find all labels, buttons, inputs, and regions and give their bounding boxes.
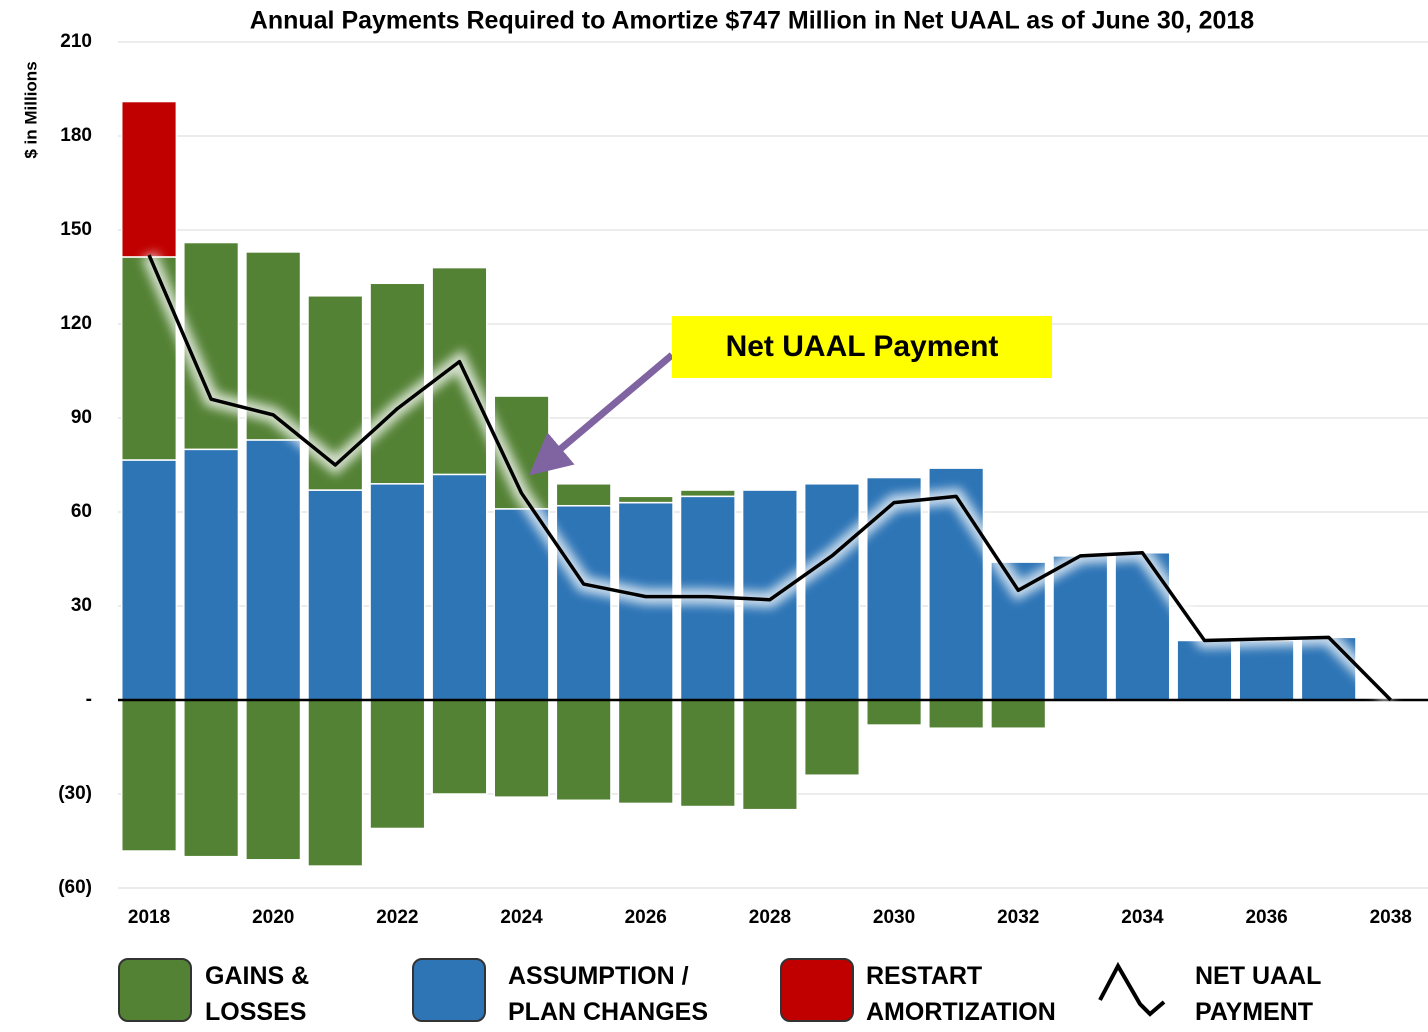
x-tick-label: 2022 — [376, 907, 418, 928]
bar-segment — [741, 699, 798, 811]
bar-segment — [307, 699, 364, 867]
x-tick-label: 2036 — [1245, 907, 1287, 928]
x-tick-label: 2030 — [873, 907, 915, 928]
x-tick-label: 2018 — [128, 907, 170, 928]
y-tick-label: 150 — [60, 219, 92, 240]
legend-label: GAINS & LOSSES — [205, 962, 310, 1026]
y-tick-label: - — [86, 689, 92, 710]
x-tick-label: 2020 — [252, 907, 294, 928]
y-tick-label: 90 — [71, 407, 92, 428]
legend-swatch — [780, 958, 854, 1022]
bar-segment — [369, 282, 426, 485]
annotation-arrow — [528, 352, 675, 476]
bar-segment — [617, 495, 674, 504]
legend-label: NET UAAL PAYMENT — [1195, 962, 1321, 1026]
bar-segment — [1052, 555, 1109, 701]
bar-segment — [617, 699, 674, 805]
bar-segment — [865, 699, 923, 726]
bar-segment — [555, 699, 612, 802]
x-tick-label: 2024 — [500, 907, 543, 928]
net-line — [147, 254, 1392, 702]
chart: Annual Payments Required to Amortize $74… — [21, 7, 1428, 928]
bar-segment — [245, 699, 302, 861]
bar-segment — [245, 439, 302, 701]
bar-segment — [928, 699, 985, 729]
bar-segment — [679, 489, 736, 498]
y-tick-label: 60 — [71, 501, 92, 522]
bar-segment — [369, 483, 426, 701]
bar-segment — [1176, 639, 1233, 701]
legend-swatch — [412, 958, 486, 1022]
bar-segment — [803, 483, 861, 701]
bar-segment — [307, 489, 364, 701]
bar-segment — [493, 508, 550, 701]
x-tick-label: 2026 — [625, 907, 667, 928]
bar-segment — [990, 699, 1047, 729]
x-tick-label: 2028 — [749, 907, 791, 928]
legend-label: ASSUMPTION / PLAN CHANGES — [508, 962, 709, 1026]
bar-segment — [555, 483, 612, 507]
y-tick-label: 120 — [60, 313, 92, 334]
bar-segment — [431, 699, 488, 795]
legend-line — [1098, 961, 1166, 1017]
x-tick-label: 2034 — [1121, 907, 1164, 928]
y-tick-label: 210 — [60, 31, 92, 52]
y-axis-label: $ in Millions — [21, 61, 40, 158]
bar-segment — [120, 459, 178, 701]
legend-line-icon — [1098, 961, 1166, 1017]
bar-segment — [120, 100, 178, 258]
bar-segment — [803, 699, 861, 776]
legend-swatch — [118, 958, 192, 1022]
y-tick-label: 30 — [71, 595, 92, 616]
bar-segment — [1238, 639, 1295, 701]
bar-segment — [493, 699, 550, 798]
x-tick-label: 2032 — [997, 907, 1039, 928]
bar-segment — [183, 699, 240, 858]
bar-segment — [183, 448, 240, 701]
chart-title: Annual Payments Required to Amortize $74… — [250, 7, 1255, 35]
y-tick-label: (60) — [58, 877, 92, 898]
bar-segment — [679, 699, 736, 808]
y-tick-label: 180 — [60, 125, 92, 146]
legend-label: RESTART AMORTIZATION — [866, 962, 1056, 1026]
y-tick-label: (30) — [58, 783, 92, 804]
bar-segment — [369, 699, 426, 830]
x-tick-label: 2038 — [1370, 907, 1412, 928]
annotation-box — [672, 316, 1052, 378]
annotation: Net UAAL Payment — [726, 330, 999, 363]
bar-segment — [555, 504, 612, 701]
bar-segment — [431, 473, 488, 701]
bar-segment — [120, 699, 178, 852]
